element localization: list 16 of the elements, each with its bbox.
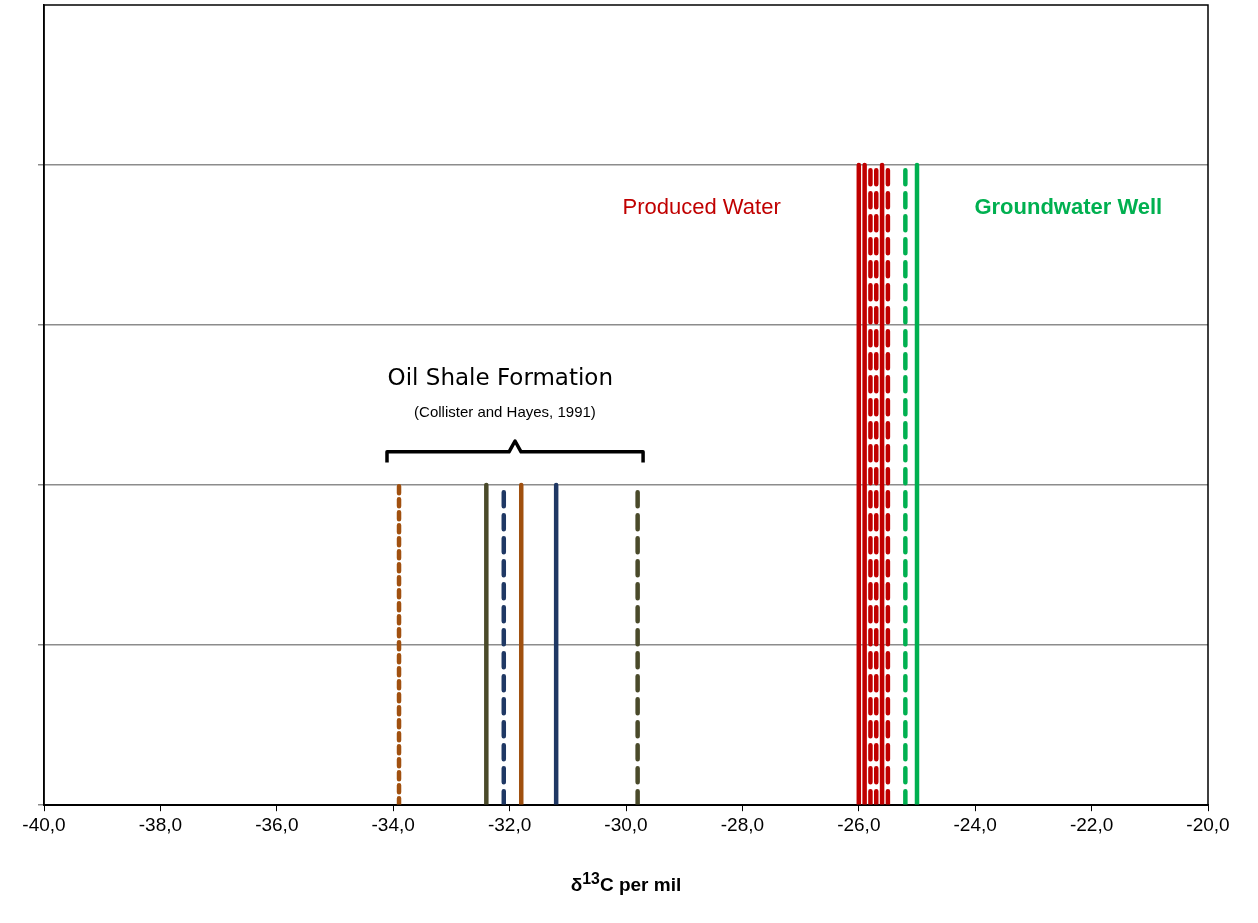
x-tick-label: -22,0 bbox=[1069, 813, 1114, 835]
x-tick-label: -34,0 bbox=[371, 813, 415, 835]
x-tick-label: -30,0 bbox=[604, 813, 648, 835]
annotation: (Collister and Hayes, 1991) bbox=[414, 403, 596, 421]
x-tick-label: -32,0 bbox=[487, 813, 532, 835]
x-tick-label: -20,0 bbox=[1186, 813, 1230, 835]
annotation: Oil Shale Formation bbox=[387, 363, 613, 390]
x-tick-label: -36,0 bbox=[255, 813, 299, 835]
x-tick-label: -40,0 bbox=[22, 813, 66, 835]
x-tick-label: -28,0 bbox=[720, 813, 765, 835]
x-tick-label: -24,0 bbox=[953, 813, 997, 835]
x-tick-label: -26,0 bbox=[837, 813, 881, 835]
annotation: Produced Water bbox=[622, 194, 781, 220]
annotation: Groundwater Well bbox=[974, 194, 1163, 220]
x-axis-title: δ$^{13}$C per mil bbox=[570, 870, 682, 897]
x-tick-label: -38,0 bbox=[138, 813, 183, 835]
